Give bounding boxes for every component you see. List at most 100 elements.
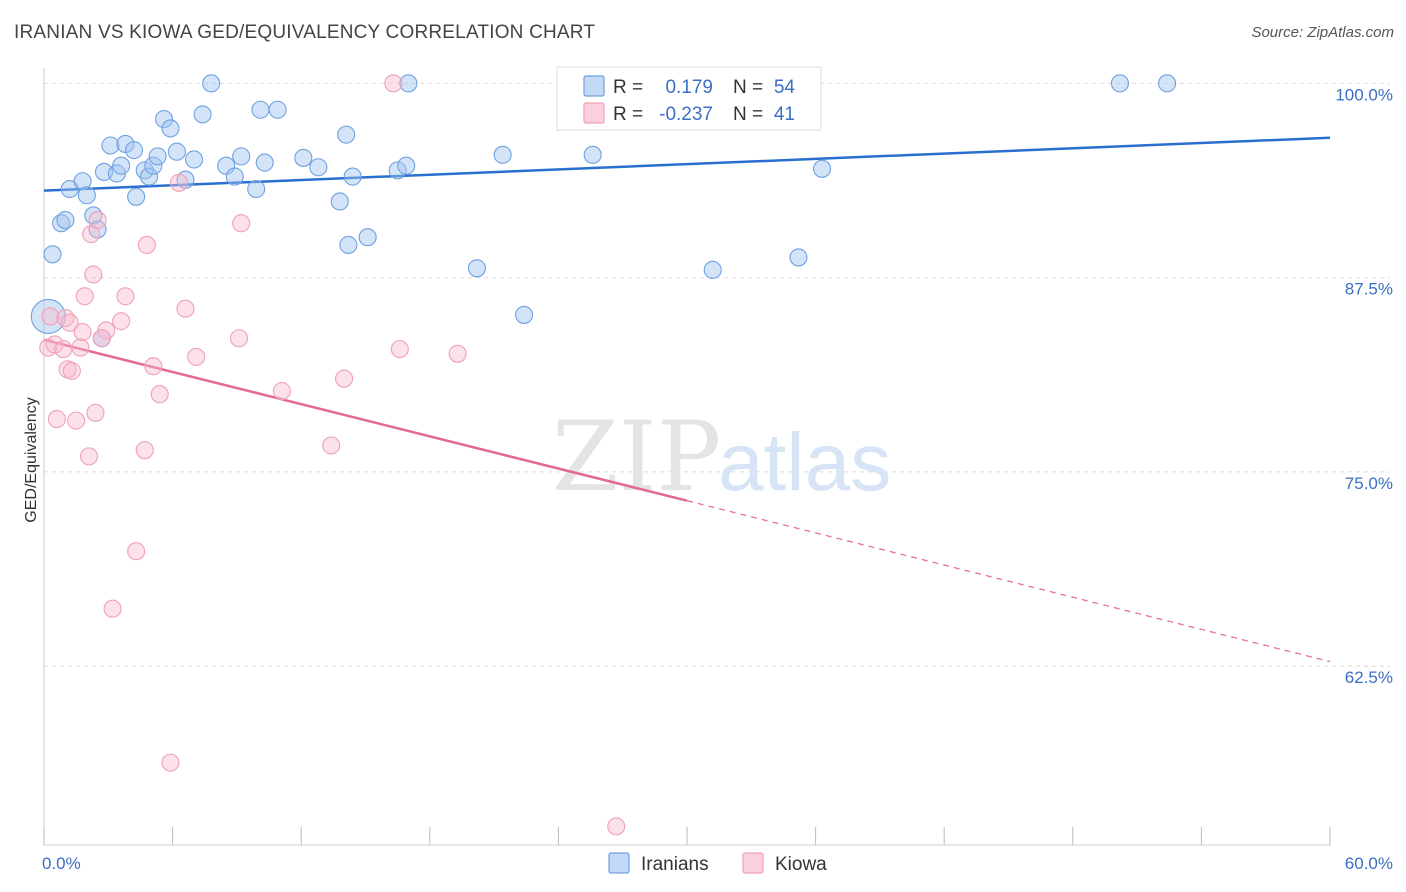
kiowa-point-33 — [272, 382, 291, 401]
source-label: Source: ZipAtlas.com — [1251, 24, 1394, 41]
kiowa-trend-extension — [686, 500, 1331, 663]
bottom-legend-label-kiowa: Kiowa — [775, 854, 827, 875]
kiowa-point-31 — [229, 329, 249, 348]
iranians-point-50 — [1110, 74, 1130, 93]
trend-lines — [43, 136, 1331, 663]
legend-n-label-1: N = — [733, 77, 763, 98]
kiowa-point-22 — [127, 542, 146, 561]
legend-r-label-2: R = — [613, 104, 643, 125]
iranians-point-13 — [124, 141, 144, 160]
legend-r-label-1: R = — [613, 77, 643, 98]
y-tick-labels: 62.5% 75.0% 87.5% 100.0% — [1335, 85, 1393, 687]
kiowa-point-35 — [335, 369, 354, 388]
kiowa-point-38 — [448, 344, 467, 363]
kiowa-point-26 — [150, 385, 169, 404]
iranians-point-42 — [399, 74, 418, 93]
y-tick-label-3: 100.0% — [1335, 85, 1393, 104]
y-tick-label-0: 62.5% — [1345, 668, 1393, 687]
kiowa-point-13 — [79, 447, 99, 466]
legend-n-label-2: N = — [733, 104, 763, 125]
iranians-point-16 — [139, 167, 159, 186]
x-tick-labels: 0.0% 60.0% — [42, 854, 1393, 873]
iranians-point-7 — [88, 220, 107, 239]
kiowa-point-1 — [41, 307, 60, 326]
iranians-point-30 — [251, 100, 270, 119]
iranians-point-2 — [56, 211, 75, 230]
kiowa-point-20 — [112, 312, 131, 331]
iranians-point-39 — [358, 228, 377, 247]
iranians-point-21 — [167, 142, 186, 161]
y-tick-label-2: 87.5% — [1345, 280, 1393, 299]
kiowa-point-32 — [232, 214, 251, 233]
iranians-point-5 — [77, 186, 96, 205]
kiowa-point-24 — [137, 235, 156, 255]
kiowa-point-29 — [176, 299, 195, 318]
iranians-point-14 — [127, 187, 146, 206]
kiowa-point-23 — [135, 441, 154, 460]
kiowa-point-15 — [84, 265, 103, 284]
iranians-point-19 — [154, 110, 174, 129]
kiowa-point-30 — [187, 347, 206, 366]
iranians-point-32 — [268, 100, 287, 119]
iranians-point-47 — [703, 260, 722, 279]
iranians-point-44 — [493, 145, 512, 164]
iranians-point-49 — [812, 159, 832, 178]
iranians-point-31 — [255, 153, 274, 172]
iranians-point-24 — [193, 105, 212, 124]
iranians-point-34 — [309, 158, 328, 177]
kiowa-point-40 — [92, 329, 111, 348]
bottom-legend-swatch-iranians — [608, 852, 630, 874]
kiowa-point-27 — [161, 753, 180, 772]
y-tick-label-1: 75.0% — [1345, 474, 1393, 493]
iranians-point-23 — [184, 150, 204, 169]
iranians-point-9 — [101, 136, 120, 155]
grid-lines — [44, 82, 1390, 667]
iranians-point-28 — [232, 147, 251, 166]
kiowa-point-10 — [71, 338, 90, 357]
iranians-point-45 — [515, 305, 534, 324]
kiowa-point-25 — [144, 357, 163, 376]
chart-title: IRANIAN VS KIOWA GED/EQUIVALENCY CORRELA… — [14, 22, 596, 43]
iranians-point-29 — [247, 179, 266, 199]
iranians-point-43 — [467, 259, 487, 278]
axes — [43, 68, 1331, 846]
iranians-point-35 — [330, 192, 349, 211]
data-points — [30, 74, 1177, 836]
watermark: ZIP atlas — [552, 401, 891, 513]
kiowa-point-39 — [607, 817, 626, 836]
iranians-point-11 — [112, 156, 131, 175]
kiowa-point-17 — [88, 211, 107, 230]
x-tick-label-0: 0.0% — [42, 854, 81, 873]
kiowa-point-28 — [169, 173, 189, 192]
kiowa-point-11 — [73, 322, 92, 342]
kiowa-point-12 — [75, 287, 94, 306]
iranians-point-25 — [202, 74, 221, 93]
iranians-point-33 — [294, 148, 313, 167]
iranians-point-52 — [30, 298, 66, 335]
bottom-legend-label-iranians: Iranians — [641, 854, 709, 875]
kiowa-point-16 — [86, 403, 105, 422]
iranians-point-20 — [161, 119, 180, 138]
kiowa-point-9 — [67, 411, 86, 430]
kiowa-point-3 — [47, 410, 66, 429]
iranians-point-46 — [583, 145, 602, 164]
kiowa-point-8 — [62, 361, 81, 380]
bottom-legend-swatch-kiowa — [742, 852, 764, 874]
kiowa-point-34 — [322, 436, 341, 455]
legend-n-value-1: 54 — [774, 77, 796, 98]
series-legend: Iranians Kiowa — [608, 852, 827, 875]
iranians-point-48 — [789, 248, 808, 267]
iranians-point-40 — [388, 161, 407, 180]
watermark-zip: ZIP — [552, 401, 721, 513]
iranians-point-41 — [397, 156, 416, 175]
iranians-point-18 — [148, 147, 167, 166]
iranians-point-51 — [1158, 74, 1177, 93]
kiowa-point-2 — [45, 335, 64, 354]
kiowa-point-21 — [116, 287, 135, 306]
kiowa-point-37 — [390, 340, 409, 359]
stats-legend: R = 0.179 N = 54 R = -0.237 N = 41 — [556, 66, 822, 131]
legend-swatch-kiowa — [583, 102, 605, 124]
kiowa-point-4 — [54, 340, 73, 359]
iranians-point-37 — [339, 235, 358, 255]
